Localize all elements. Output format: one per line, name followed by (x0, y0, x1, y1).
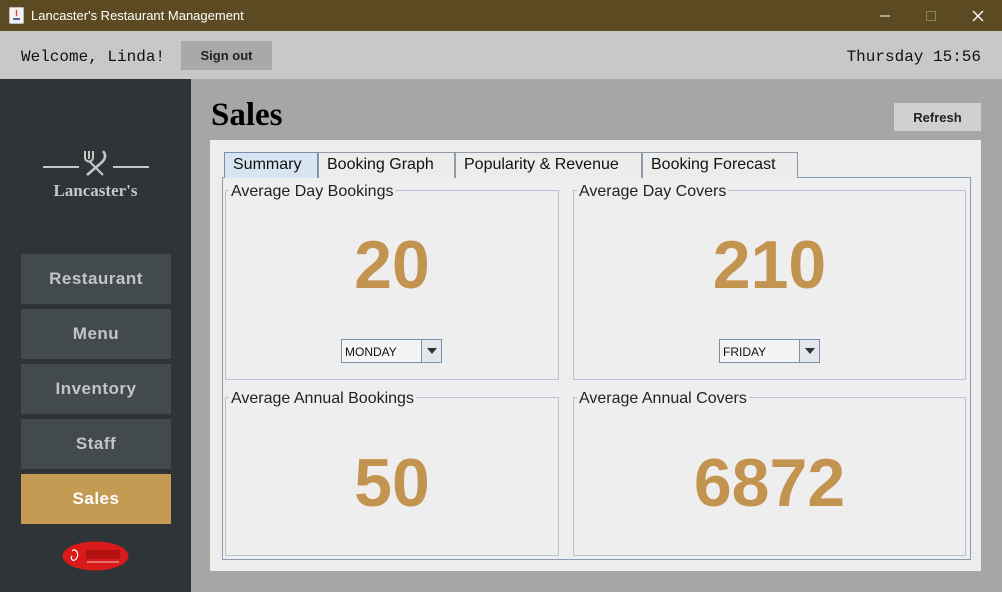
welcome-message: Welcome, Linda! (21, 48, 166, 66)
day-covers-box (573, 190, 966, 380)
minimize-icon (880, 15, 890, 16)
day-bookings-day-select[interactable]: MONDAY (341, 339, 442, 363)
close-button[interactable] (955, 0, 1001, 31)
chevron-down-icon[interactable] (799, 340, 819, 362)
logo-text: Lancaster's (53, 181, 138, 200)
page-title: Sales (211, 97, 283, 133)
day-bookings-label: Average Day Bookings (229, 183, 396, 201)
top-bar: Welcome, Linda! Sign out Thursday 15:56 (0, 31, 1002, 79)
day-covers-selected-day: FRIDAY (723, 345, 767, 359)
annual-covers-box (573, 397, 966, 556)
date-time-display: Thursday 15:56 (846, 48, 981, 66)
annual-bookings-value: 50 (354, 445, 430, 521)
cutlery-logo-icon (43, 150, 149, 176)
maximize-icon (926, 10, 936, 21)
refresh-button[interactable]: Refresh (894, 103, 981, 131)
nav-staff-button[interactable]: Staff (21, 419, 171, 469)
window-title-bar: Lancaster's Restaurant Management (0, 0, 1002, 31)
nav-menu-button[interactable]: Menu (21, 309, 171, 359)
day-covers-value: 210 (712, 227, 827, 303)
chevron-down-icon[interactable] (421, 340, 441, 362)
annual-covers-value: 6872 (693, 445, 846, 521)
tab-booking-graph[interactable]: Booking Graph (318, 152, 455, 178)
window-title: Lancaster's Restaurant Management (31, 8, 244, 23)
close-icon (972, 10, 984, 21)
annual-bookings-label: Average Annual Bookings (229, 390, 416, 408)
nav-inventory-button[interactable]: Inventory (21, 364, 171, 414)
tab-popularity-revenue[interactable]: Popularity & Revenue (455, 152, 642, 178)
day-bookings-selected-day: MONDAY (345, 345, 397, 359)
nav-restaurant-button[interactable]: Restaurant (21, 254, 171, 304)
day-covers-day-select[interactable]: FRIDAY (719, 339, 820, 363)
nav-sales-button[interactable]: Sales (21, 474, 171, 524)
annual-covers-label: Average Annual Covers (577, 390, 749, 408)
sign-out-button[interactable]: Sign out (181, 41, 272, 70)
tab-summary[interactable]: Summary (224, 152, 318, 178)
maximize-button[interactable] (908, 0, 954, 31)
day-bookings-value: 20 (354, 227, 430, 303)
culinary-badge-logo (62, 541, 129, 571)
tab-booking-forecast[interactable]: Booking Forecast (642, 152, 798, 178)
day-covers-label: Average Day Covers (577, 183, 729, 201)
java-app-icon (9, 7, 24, 24)
minimize-button[interactable] (862, 0, 908, 31)
sidebar: Lancaster's Restaurant Menu Inventory St… (0, 79, 191, 592)
